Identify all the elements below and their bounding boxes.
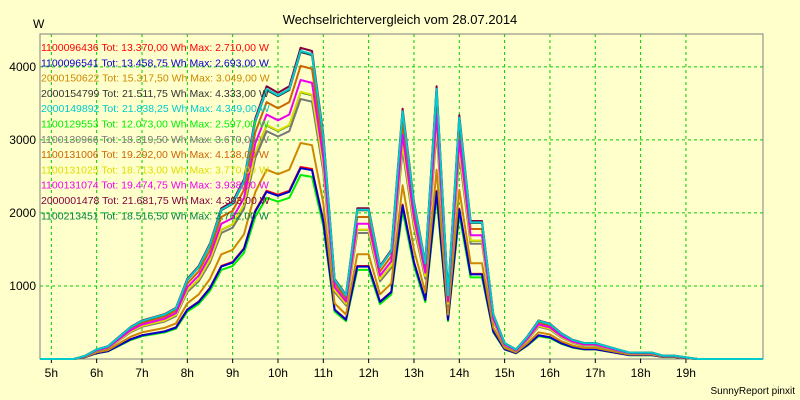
x-tick-label: 15h [495, 366, 515, 380]
x-tick-label: 19h [676, 366, 696, 380]
y-tick-label: 1000 [9, 279, 36, 293]
legend-entry-1100131025: 1100131025 Tot: 18.713,00 Wh Max: 3.770,… [41, 164, 269, 176]
x-tick-label: 16h [540, 366, 560, 380]
legend-entry-1100213451: 1100213451 Tot: 18.516,50 Wh Max: 3.762,… [41, 210, 269, 222]
y-tick-label: 2000 [9, 206, 36, 220]
legend-entry-2000001478: 2000001478 Tot: 21.681,75 Wh Max: 4.393,… [41, 195, 270, 207]
x-tick-label: 17h [585, 366, 605, 380]
x-tick-label: 14h [449, 366, 469, 380]
legend-entry-1100096436: 1100096436 Tot: 13.370,00 Wh Max: 2.710,… [41, 42, 269, 54]
x-tick-label: 12h [359, 366, 379, 380]
x-tick-label: 10h [268, 366, 288, 380]
series-line-2000149892 [40, 49, 763, 360]
legend-entry-1100131006: 1100131006 Tot: 19.292,00 Wh Max: 4.138,… [41, 149, 269, 161]
x-tick-label: 8h [181, 366, 194, 380]
y-tick-label: 3000 [9, 133, 36, 147]
credit-label: SunnyReport pinxit [711, 386, 796, 397]
x-tick-label: 7h [135, 366, 148, 380]
legend-entry-1100131074: 1100131074 Tot: 19.474,75 Wh Max: 3.938,… [41, 180, 269, 192]
legend: 1100096436 Tot: 13.370,00 Wh Max: 2.710,… [41, 42, 270, 222]
y-axis-unit-label: W [33, 17, 45, 31]
x-tick-label: 11h [314, 366, 333, 380]
legend-entry-1100130966: 1100130966 Tot: 18.319,50 Wh Max: 3.670,… [41, 134, 269, 146]
chart-title: Wechselrichtervergleich vom 28.07.2014 [283, 12, 518, 27]
legend-entry-2000150622: 2000150622 Tot: 15.317,50 Wh Max: 3.049,… [41, 73, 270, 85]
legend-entry-2000154799: 2000154799 Tot: 21.511,75 Wh Max: 4.333,… [41, 88, 269, 100]
x-tick-label: 13h [404, 366, 424, 380]
x-tick-label: 9h [226, 366, 239, 380]
x-tick-label: 18h [631, 366, 651, 380]
x-tick-label: 6h [90, 366, 103, 380]
legend-entry-1100096541: 1100096541 Tot: 13.458,75 Wh Max: 2.693,… [41, 57, 269, 69]
legend-entry-1100129553: 1100129553 Tot: 12.073,00 Wh Max: 2.597,… [41, 119, 269, 131]
series-layer [40, 46, 763, 360]
x-tick-label: 5h [45, 366, 58, 380]
legend-entry-2000149892: 2000149892 Tot: 21.838,25 Wh Max: 4.349,… [41, 103, 270, 115]
plot-frame [39, 33, 764, 360]
axis-layer: 5h 6h 7h 8h 9h 10h 11h 12h 13h 14h 15h 16h 17h 18h 19h… [9, 33, 764, 380]
y-tick-label: 4000 [9, 60, 36, 74]
